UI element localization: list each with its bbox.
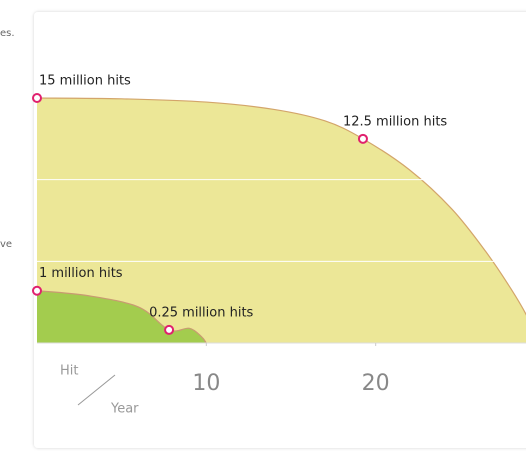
annotation-marker xyxy=(32,93,42,103)
x-tick-label: 20 xyxy=(362,371,390,396)
fragment: ve xyxy=(0,239,12,250)
annotation-marker xyxy=(164,324,175,335)
annotation-label: 15 million hits xyxy=(39,74,131,89)
annotation-marker xyxy=(32,285,42,296)
x-tick-label: 10 xyxy=(192,371,220,396)
annotation-label: 0.25 million hits xyxy=(149,305,253,320)
x-axis-label: Year xyxy=(110,402,139,417)
y-axis-label: Hit xyxy=(60,364,78,379)
area-line xyxy=(36,97,526,316)
annotation-label: 1 million hits xyxy=(39,266,123,281)
fragment: es. xyxy=(0,28,15,39)
axis-divider xyxy=(77,374,116,406)
area xyxy=(37,290,207,343)
area xyxy=(37,98,526,343)
annotation-label: 12.5 million hits xyxy=(343,114,447,129)
annotation-marker xyxy=(357,133,368,144)
